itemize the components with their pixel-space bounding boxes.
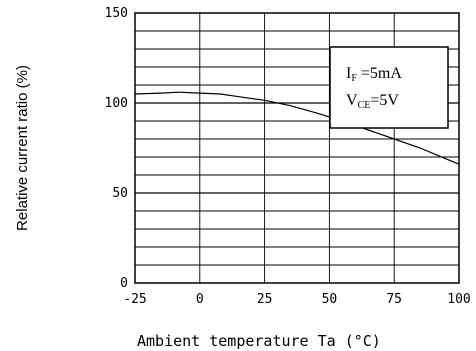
legend-frame (329, 46, 449, 129)
y-tick-label: 0 (120, 276, 128, 291)
y-tick-label: 150 (105, 6, 128, 21)
data-series-line (134, 91, 460, 165)
legend-line-2: VCE=5V (346, 92, 399, 111)
legend-box: IF =5mA VCE=5V (329, 46, 449, 129)
y-tick-labels: 0 50 100 150 (105, 6, 128, 291)
y-axis-title: Relative current ratio (%) (14, 65, 31, 231)
x-axis-title: Ambient temperature Ta (°C) (137, 332, 381, 350)
y-tick-label: 50 (112, 186, 128, 201)
x-tick-label: 100 (447, 292, 470, 307)
x-tick-label: -25 (123, 292, 146, 307)
legend-line-1: IF =5mA (346, 65, 402, 84)
x-tick-label: 25 (257, 292, 273, 307)
plot-frame (134, 12, 460, 284)
x-tick-label: 75 (386, 292, 402, 307)
x-tick-labels: -25 0 25 50 75 100 (123, 292, 470, 307)
x-tick-label: 0 (196, 292, 204, 307)
y-tick-label: 100 (105, 96, 128, 111)
x-tick-label: 50 (322, 292, 338, 307)
